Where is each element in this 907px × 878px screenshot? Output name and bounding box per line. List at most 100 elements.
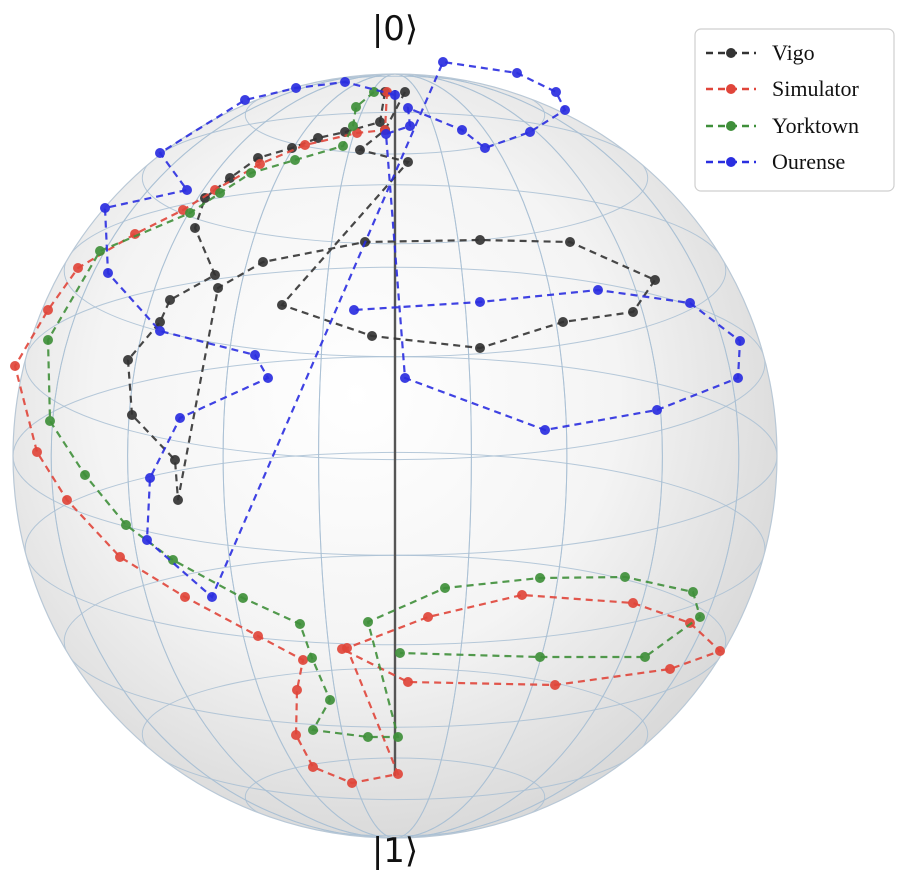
data-point-vigo [127, 410, 137, 420]
data-point-ourense [403, 103, 413, 113]
data-point-ourense [155, 148, 165, 158]
data-point-vigo [258, 257, 268, 267]
legend-label-yorktown: Yorktown [772, 113, 859, 138]
data-point-ourense [735, 336, 745, 346]
legend-swatch-marker [726, 121, 736, 131]
data-point-yorktown [238, 593, 248, 603]
data-point-vigo [277, 300, 287, 310]
pole-label-top: |0⟩ [372, 9, 418, 49]
data-point-vigo [375, 117, 385, 127]
data-point-yorktown [215, 188, 225, 198]
legend-swatch-marker [726, 84, 736, 94]
legend-entry-simulator: Simulator [706, 76, 859, 101]
series-line-yorktown [46, 91, 702, 739]
data-point-yorktown [307, 653, 317, 663]
data-point-yorktown [338, 141, 348, 151]
data-point-simulator [253, 631, 263, 641]
legend-box [694, 28, 895, 192]
data-point-ourense [291, 83, 301, 93]
data-point-vigo [313, 133, 323, 143]
data-point-simulator [628, 598, 638, 608]
data-point-ourense [100, 203, 110, 213]
legend-entry-ourense: Ourense [706, 149, 845, 174]
data-point-simulator [73, 263, 83, 273]
data-point-yorktown [348, 121, 358, 131]
data-point-vigo [475, 235, 485, 245]
data-point-yorktown [535, 652, 545, 662]
data-point-vigo [210, 270, 220, 280]
data-point-yorktown [80, 470, 90, 480]
data-point-ourense [381, 129, 391, 139]
data-point-yorktown [290, 155, 300, 165]
data-point-vigo [155, 317, 165, 327]
data-point-yorktown [351, 102, 361, 112]
data-point-ourense [560, 105, 570, 115]
data-point-yorktown [45, 416, 55, 426]
longitude-line [50, 74, 740, 838]
data-point-simulator [715, 646, 725, 656]
data-point-yorktown [695, 612, 705, 622]
series-line-simulator [13, 91, 723, 785]
legend-label-vigo: Vigo [772, 40, 815, 65]
data-point-yorktown [395, 648, 405, 658]
data-point-yorktown [440, 583, 450, 593]
data-point-simulator [255, 159, 265, 169]
data-point-vigo [173, 495, 183, 505]
data-point-simulator [62, 495, 72, 505]
data-point-simulator [130, 229, 140, 239]
data-point-yorktown [325, 695, 335, 705]
longitude-line [222, 74, 568, 838]
data-point-yorktown [308, 725, 318, 735]
legend-swatch-marker [726, 48, 736, 58]
data-point-ourense [103, 268, 113, 278]
data-point-ourense [340, 77, 350, 87]
series-vigo [123, 87, 660, 505]
data-point-vigo [165, 295, 175, 305]
data-point-simulator [10, 361, 20, 371]
data-point-yorktown [295, 619, 305, 629]
data-point-ourense [240, 95, 250, 105]
series-line-ourense [103, 60, 742, 599]
data-point-vigo [367, 331, 377, 341]
data-point-simulator [337, 644, 347, 654]
data-point-ourense [155, 326, 165, 336]
data-point-vigo [475, 343, 485, 353]
data-point-yorktown [363, 617, 373, 627]
data-point-vigo [558, 317, 568, 327]
legend-swatch-marker [726, 157, 736, 167]
data-point-ourense [175, 413, 185, 423]
data-point-ourense [551, 87, 561, 97]
sphere-outline [12, 73, 778, 839]
data-point-ourense [525, 127, 535, 137]
series-ourense [100, 57, 745, 602]
data-point-simulator [292, 685, 302, 695]
data-point-simulator [665, 664, 675, 674]
pole-label-bottom: |1⟩ [372, 831, 418, 871]
data-point-ourense [182, 185, 192, 195]
sphere [12, 73, 778, 839]
data-point-yorktown [43, 335, 53, 345]
data-point-yorktown [363, 732, 373, 742]
data-point-yorktown [688, 587, 698, 597]
legend-entry-yorktown: Yorktown [706, 113, 859, 138]
data-point-yorktown [535, 573, 545, 583]
data-point-simulator [180, 592, 190, 602]
data-point-simulator [291, 730, 301, 740]
data-point-simulator [517, 590, 527, 600]
data-point-ourense [145, 473, 155, 483]
data-point-yorktown [168, 555, 178, 565]
data-point-ourense [400, 373, 410, 383]
data-point-yorktown [393, 732, 403, 742]
legend: Vigo Simulator Yorktown Ourense [694, 28, 895, 192]
data-point-vigo [213, 283, 223, 293]
legend-entry-vigo: Vigo [706, 40, 815, 65]
data-point-simulator [308, 762, 318, 772]
legend-label-ourense: Ourense [772, 149, 845, 174]
data-point-simulator [43, 305, 53, 315]
data-point-ourense [263, 373, 273, 383]
data-point-ourense [390, 90, 400, 100]
data-point-ourense [349, 305, 359, 315]
data-point-vigo [400, 87, 410, 97]
data-point-ourense [207, 592, 217, 602]
